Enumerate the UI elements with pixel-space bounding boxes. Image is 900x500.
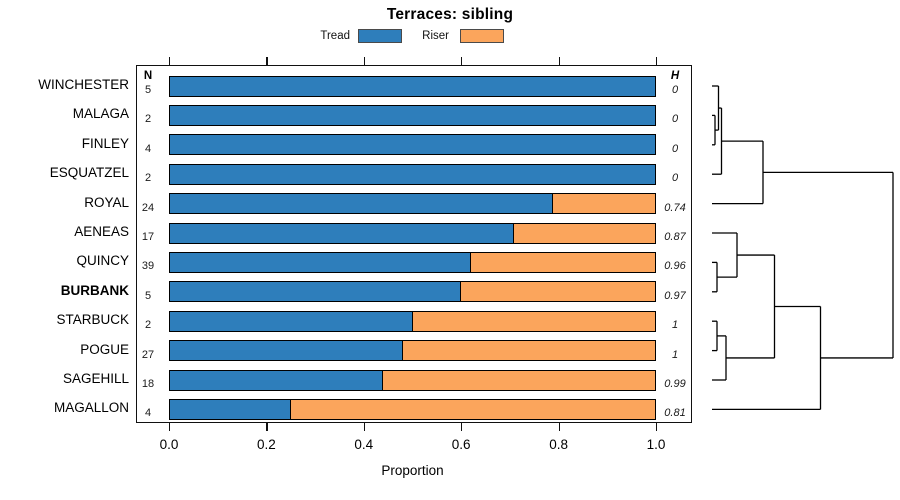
h-value: 0 xyxy=(671,172,679,185)
bar-segment-tread xyxy=(170,311,413,331)
x-axis-title: Proportion xyxy=(381,463,444,478)
row-label-malaga: MALAGA xyxy=(72,106,129,122)
legend-swatch-tread-icon xyxy=(358,29,402,43)
x-axis-tick-bottom xyxy=(656,423,658,431)
x-axis-tick-bottom xyxy=(266,423,268,431)
h-value: 1 xyxy=(671,348,679,361)
h-value: 1 xyxy=(671,319,679,332)
bar-segment-tread xyxy=(170,252,471,272)
bar-esquatzel xyxy=(169,163,656,185)
x-axis-tick-top xyxy=(266,57,268,65)
bar-segment-tread xyxy=(170,223,515,243)
chart-title: Terraces: sibling xyxy=(386,6,514,23)
bar-quincy xyxy=(169,251,656,273)
x-axis-tick-label: 0.2 xyxy=(257,437,276,452)
n-value: 2 xyxy=(144,172,152,185)
bar-segment-tread xyxy=(170,370,384,390)
bar-starbuck xyxy=(169,310,656,332)
h-value: 0.96 xyxy=(664,260,686,273)
row-label-esquatzel: ESQUATZEL xyxy=(49,165,129,181)
x-axis-tick-label: 0.0 xyxy=(159,437,179,452)
n-column-header: N xyxy=(143,70,153,82)
h-value: 0.81 xyxy=(664,407,686,420)
x-axis-tick-label: 0.6 xyxy=(451,437,471,452)
bar-royal xyxy=(169,193,656,215)
row-label-magallon: MAGALLON xyxy=(53,400,129,416)
n-value: 24 xyxy=(141,201,155,214)
n-value: 27 xyxy=(141,348,155,361)
bar-segment-tread xyxy=(170,194,554,214)
bar-pogue xyxy=(169,340,656,362)
plot-box xyxy=(136,65,692,423)
n-value: 5 xyxy=(144,84,152,96)
x-axis-tick-label: 0.8 xyxy=(549,437,568,452)
row-label-quincy: QUINCY xyxy=(76,253,129,269)
h-value: 0 xyxy=(671,142,679,155)
row-label-aeneas: AENEAS xyxy=(74,224,129,239)
row-label-burbank: BURBANK xyxy=(60,282,129,298)
x-axis-tick-top xyxy=(656,57,658,65)
bar-segment-tread xyxy=(170,399,292,419)
n-value: 39 xyxy=(141,260,155,273)
legend-label-riser: Riser xyxy=(422,30,449,42)
legend-swatch-riser-icon xyxy=(460,29,504,43)
x-axis-tick-bottom xyxy=(169,423,171,431)
row-label-starbuck: STARBUCK xyxy=(56,312,129,328)
n-value: 17 xyxy=(141,231,155,243)
row-label-winchester: WINCHESTER xyxy=(38,77,129,92)
bar-segment-tread xyxy=(170,341,403,361)
legend-label-tread: Tread xyxy=(320,30,350,42)
bar-burbank xyxy=(169,281,656,303)
h-value: 0.87 xyxy=(664,231,686,243)
h-value: 0.99 xyxy=(664,378,686,390)
n-value: 2 xyxy=(144,113,152,126)
h-value: 0.74 xyxy=(664,201,686,214)
x-axis-tick-bottom xyxy=(363,423,365,431)
n-value: 2 xyxy=(144,319,152,332)
x-axis-tick-label: 1.0 xyxy=(646,437,666,452)
row-label-finley: FINLEY xyxy=(81,135,129,151)
x-axis-tick-bottom xyxy=(558,423,560,431)
x-axis-tick-top xyxy=(363,57,365,65)
x-axis-tick-top xyxy=(558,57,560,65)
bar-winchester xyxy=(169,75,656,97)
h-column-header: H xyxy=(670,70,680,82)
row-label-sagehill: SAGEHILL xyxy=(62,371,129,386)
bar-aeneas xyxy=(169,222,656,244)
row-label-royal: ROYAL xyxy=(84,194,129,210)
bar-malaga xyxy=(169,104,656,126)
x-axis-tick-top xyxy=(461,57,463,65)
bar-magallon xyxy=(169,398,656,420)
row-label-pogue: POGUE xyxy=(80,341,129,357)
x-axis-tick-top xyxy=(169,57,171,65)
h-value: 0 xyxy=(671,84,679,96)
x-axis-tick-bottom xyxy=(461,423,463,431)
bar-segment-tread xyxy=(170,282,461,302)
h-value: 0 xyxy=(671,113,679,126)
bar-finley xyxy=(169,134,656,156)
n-value: 18 xyxy=(141,378,155,390)
n-value: 4 xyxy=(144,407,152,420)
n-value: 4 xyxy=(144,142,152,155)
n-value: 5 xyxy=(144,289,152,302)
x-axis-tick-label: 0.4 xyxy=(354,437,374,452)
h-value: 0.97 xyxy=(664,289,686,302)
bar-sagehill xyxy=(169,369,656,391)
